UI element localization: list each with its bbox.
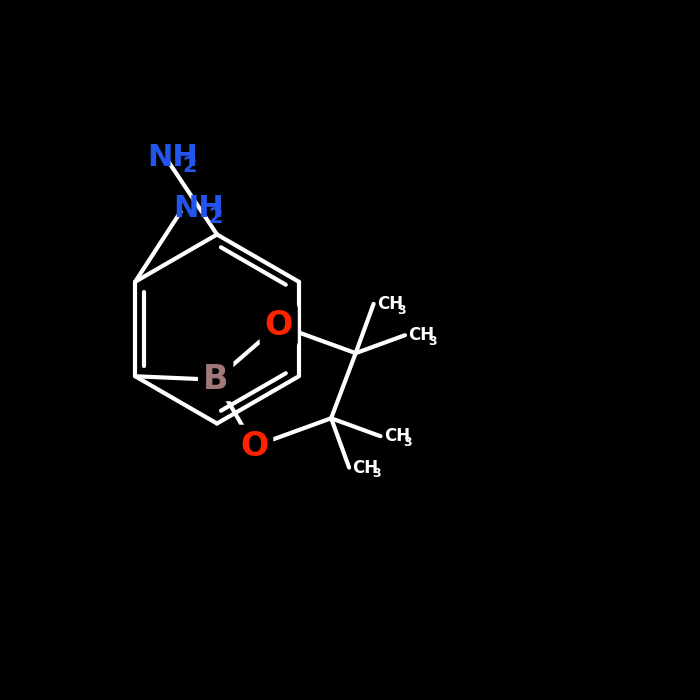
Text: NH: NH: [147, 143, 198, 172]
Text: CH: CH: [353, 458, 379, 477]
Text: CH: CH: [384, 427, 410, 445]
Text: B: B: [203, 363, 228, 396]
Text: NH: NH: [174, 194, 225, 223]
Text: 3: 3: [428, 335, 437, 348]
Text: 2: 2: [182, 156, 197, 176]
Text: CH: CH: [377, 295, 403, 313]
Text: 3: 3: [404, 436, 412, 449]
Text: 3: 3: [372, 468, 381, 480]
Text: 3: 3: [397, 304, 405, 316]
Text: O: O: [240, 430, 268, 463]
Text: O: O: [265, 309, 293, 342]
Text: 2: 2: [209, 206, 223, 227]
Text: CH: CH: [409, 326, 435, 344]
